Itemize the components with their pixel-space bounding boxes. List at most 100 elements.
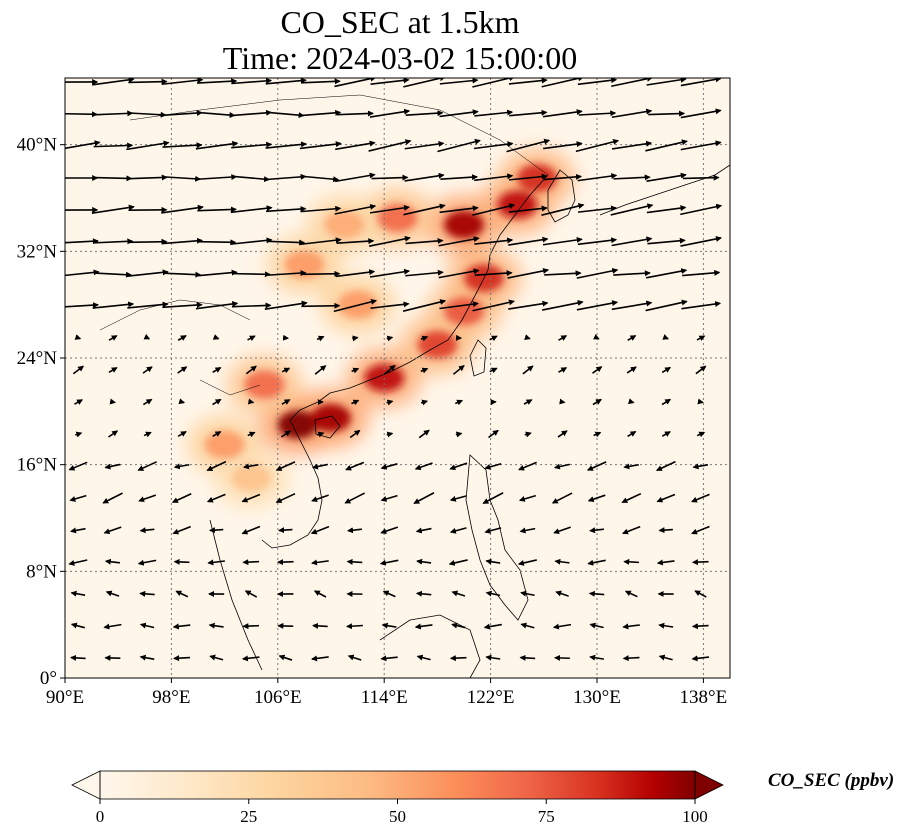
wind-arrow <box>242 559 260 566</box>
wind-arrow <box>508 173 548 181</box>
wind-arrow <box>68 559 88 566</box>
coastline-vietnam <box>261 419 323 549</box>
coastline-korea <box>547 169 576 223</box>
wind-arrow <box>559 398 566 405</box>
wind-arrow <box>369 235 411 247</box>
wind-arrow <box>344 492 365 504</box>
wind-arrow <box>647 237 686 245</box>
wind-arrow <box>682 269 721 277</box>
wind-arrow <box>334 78 377 88</box>
wind-arrow <box>300 205 342 213</box>
wind-arrow <box>302 175 340 183</box>
wind-arrow <box>454 399 463 406</box>
wind-arrow <box>346 623 363 630</box>
wind-arrow <box>241 493 261 503</box>
wind-arrow <box>347 527 362 534</box>
wind-arrow <box>627 398 635 405</box>
wind-arrow <box>680 235 722 247</box>
wind-arrow <box>93 142 134 149</box>
wind-arrow <box>592 398 602 406</box>
wind-arrow <box>551 492 573 504</box>
wind-arrow <box>420 399 429 406</box>
wind-arrow <box>311 655 329 662</box>
wind-arrow <box>371 174 409 181</box>
colorbar: 0 25 50 75 100 <box>71 770 724 826</box>
wind-arrow <box>405 269 444 277</box>
wind-arrow <box>312 622 328 629</box>
wind-arrow <box>300 109 342 117</box>
wind-arrow <box>161 78 204 86</box>
wind-arrow <box>576 300 619 311</box>
wind-arrow <box>206 493 226 503</box>
lon-tick-label: 130°E <box>573 687 621 708</box>
wind-arrow <box>93 110 134 117</box>
wind-arrow <box>335 172 376 183</box>
wind-arrow <box>622 655 640 662</box>
wind-arrow <box>247 335 256 342</box>
wind-arrow <box>231 141 273 149</box>
wind-arrow <box>695 365 707 375</box>
wind-arrow <box>386 431 394 438</box>
wind-arrow <box>439 78 479 85</box>
wind-arrow <box>508 205 548 213</box>
colorbar-label: CO_SEC (ppbv) <box>768 770 895 791</box>
wind-arrow <box>301 302 341 309</box>
wind-arrow <box>517 559 537 566</box>
wind-arrow <box>451 622 466 629</box>
wind-vectors <box>65 78 723 662</box>
wind-arrow <box>314 365 327 375</box>
map-subtitle-time: Time: 2024-03-02 15:00:00 <box>222 40 578 76</box>
wind-arrow <box>109 398 117 405</box>
wind-arrow <box>415 527 432 534</box>
wind-arrow <box>589 654 604 661</box>
wind-arrow <box>383 364 396 376</box>
colorbar-tick-label: 0 <box>96 807 105 826</box>
wind-arrow <box>300 78 341 85</box>
wind-arrow <box>162 142 203 149</box>
wind-arrow <box>231 78 273 85</box>
wind-arrow <box>207 559 225 566</box>
wind-arrow <box>403 203 446 216</box>
lon-tick-label: 90°E <box>46 687 84 708</box>
wind-arrow <box>352 335 359 342</box>
wind-arrow <box>627 335 637 341</box>
wind-arrow <box>558 367 568 373</box>
wind-arrow <box>507 268 550 279</box>
wind-arrow <box>91 204 135 215</box>
wind-arrow <box>611 78 653 88</box>
wind-arrow <box>509 109 548 117</box>
wind-arrow <box>370 301 410 310</box>
wind-arrow <box>108 367 118 373</box>
coastlines <box>99 94 730 678</box>
wind-arrow <box>241 655 260 662</box>
wind-arrow <box>518 494 537 502</box>
wind-arrow <box>403 78 446 88</box>
wind-arrow <box>474 173 514 182</box>
wind-arrow <box>611 140 653 150</box>
wind-arrow <box>645 268 688 279</box>
wind-arrow <box>621 492 642 504</box>
wind-arrow <box>65 140 101 150</box>
wind-arrow <box>278 527 293 534</box>
wind-arrow <box>162 302 203 309</box>
wind-arrow <box>589 527 605 534</box>
wind-arrow <box>451 590 466 597</box>
island-taiwan <box>469 339 487 377</box>
wind-arrow <box>317 431 325 438</box>
lon-tick-label: 106°E <box>254 687 302 708</box>
plume-core <box>444 297 484 326</box>
wind-arrow <box>139 527 155 534</box>
wind-arrow <box>369 268 411 278</box>
wind-arrow <box>333 298 378 313</box>
wind-arrow <box>522 365 534 375</box>
wind-arrow <box>691 493 710 503</box>
wind-arrow <box>542 236 583 246</box>
wind-arrow <box>483 623 502 630</box>
wind-arrow <box>681 301 722 310</box>
wind-arrow <box>645 299 688 312</box>
wind-arrow <box>489 367 498 374</box>
wind-arrow <box>212 431 222 437</box>
wind-arrow <box>143 334 151 340</box>
wind-arrow <box>656 559 675 566</box>
wind-arrow <box>416 558 432 565</box>
